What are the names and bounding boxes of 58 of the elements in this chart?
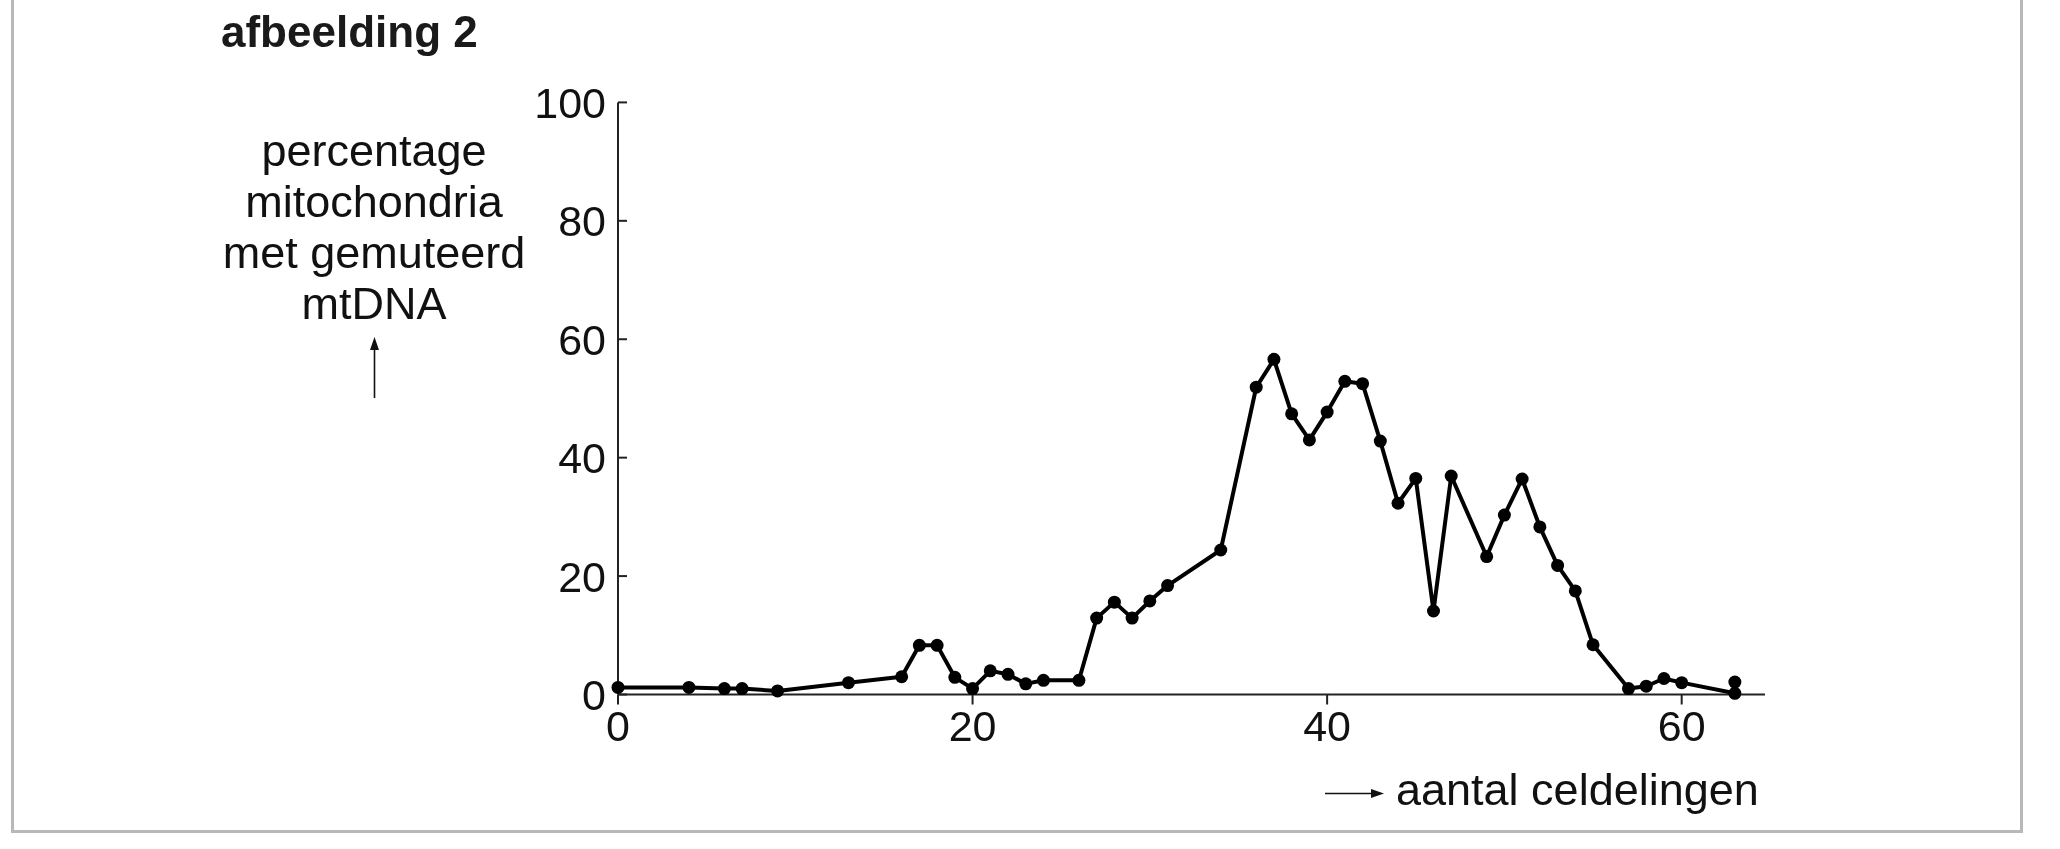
point	[717, 682, 731, 696]
point	[1515, 472, 1529, 486]
y-tick-label: 0	[582, 670, 606, 719]
x-axis-title: aantal celdelingen	[1396, 764, 1759, 815]
point	[1338, 374, 1352, 388]
point	[1568, 584, 1582, 598]
point	[1036, 673, 1050, 687]
point	[1019, 677, 1033, 691]
point	[1107, 595, 1121, 609]
y-tick-label: 20	[558, 552, 606, 601]
point	[966, 682, 980, 696]
point	[1675, 676, 1689, 690]
point	[1444, 469, 1458, 483]
point	[1728, 686, 1742, 700]
point	[771, 684, 785, 698]
point	[1728, 675, 1742, 689]
point	[1143, 594, 1157, 608]
point	[735, 682, 749, 696]
y-tick-label: 100	[534, 78, 606, 127]
point	[1409, 471, 1423, 485]
point	[1373, 434, 1387, 448]
x-tick-label: 20	[948, 702, 997, 750]
point	[1639, 679, 1653, 693]
point	[1125, 611, 1139, 625]
point	[1001, 667, 1015, 681]
x-tick-label: 40	[1303, 702, 1352, 750]
point	[1586, 638, 1600, 652]
point	[1072, 673, 1086, 687]
point	[930, 638, 944, 652]
point	[1480, 550, 1494, 564]
point	[1267, 352, 1281, 366]
chart-title: afbeelding 2	[221, 7, 478, 56]
y-tick-label: 40	[558, 434, 606, 483]
point	[1391, 496, 1405, 510]
point	[1090, 611, 1104, 625]
y-tick-label: 60	[558, 315, 606, 364]
y-tick-label: 80	[558, 197, 606, 246]
point	[682, 680, 696, 694]
point	[948, 670, 962, 684]
point	[1657, 672, 1671, 686]
point	[1621, 682, 1635, 696]
point	[1551, 558, 1565, 572]
point	[841, 676, 855, 690]
x-tick-label: 60	[1657, 702, 1706, 750]
point	[1533, 520, 1547, 534]
y-axis-title: percentage mitochondria met gemuteerd mtDNA	[222, 125, 526, 329]
point	[1285, 407, 1299, 421]
point	[1249, 380, 1263, 394]
point	[912, 638, 926, 652]
point	[1161, 579, 1175, 593]
point	[1497, 508, 1511, 522]
point	[983, 664, 997, 678]
point	[1214, 543, 1228, 557]
point	[1302, 433, 1316, 447]
point	[895, 670, 909, 684]
point	[1356, 377, 1370, 391]
point	[1426, 604, 1440, 618]
point	[1320, 405, 1334, 419]
